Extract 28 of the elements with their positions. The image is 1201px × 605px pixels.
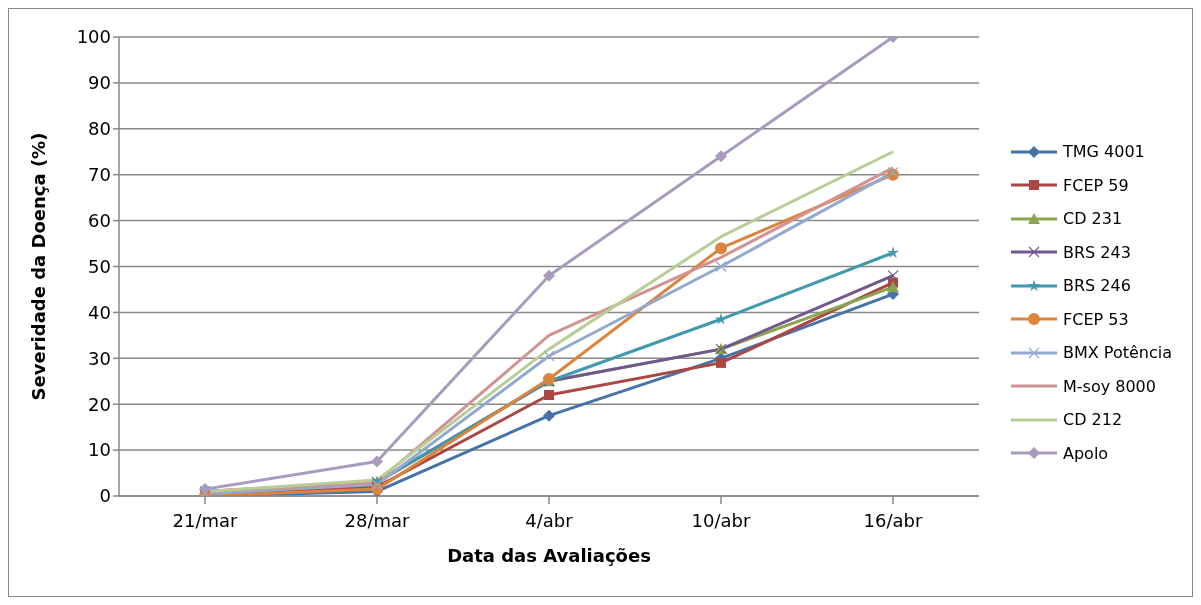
x-tick-label: 4/abr (525, 509, 574, 531)
legend-label: TMG 4001 (1063, 142, 1145, 162)
y-tick-label: 50 (88, 255, 111, 277)
x-axis-title: Data das Avaliações (447, 545, 651, 566)
y-tick-label: 80 (88, 118, 111, 140)
y-tick-label: 60 (88, 209, 111, 231)
y-tick-label: 0 (99, 485, 111, 507)
x-tick-label: 28/mar (344, 509, 411, 531)
y-tick-label: 30 (88, 347, 111, 369)
x-tick-label: 21/mar (172, 509, 239, 531)
legend-label: FCEP 53 (1063, 309, 1129, 329)
y-tick-label: 10 (88, 439, 111, 461)
legend-label: FCEP 59 (1063, 175, 1129, 195)
x-tick-label: 10/abr (691, 509, 752, 531)
y-tick-label: 90 (88, 72, 111, 94)
legend-label: M-soy 8000 (1063, 376, 1156, 396)
y-tick-label: 70 (88, 164, 111, 186)
y-tick-label: 40 (88, 301, 111, 323)
y-axis-title: Severidade da Doença (%) (28, 132, 50, 401)
y-tick-label: 100 (76, 26, 111, 48)
y-tick-label: 20 (88, 393, 111, 415)
legend-label: BMX Potência (1063, 343, 1172, 363)
legend-label: Apolo (1063, 443, 1109, 463)
legend-label: BRS 246 (1063, 276, 1131, 296)
legend-label: CD 212 (1063, 410, 1123, 430)
legend-label: BRS 243 (1063, 242, 1131, 262)
legend-label: CD 231 (1063, 209, 1123, 229)
x-tick-label: 16/abr (863, 509, 924, 531)
